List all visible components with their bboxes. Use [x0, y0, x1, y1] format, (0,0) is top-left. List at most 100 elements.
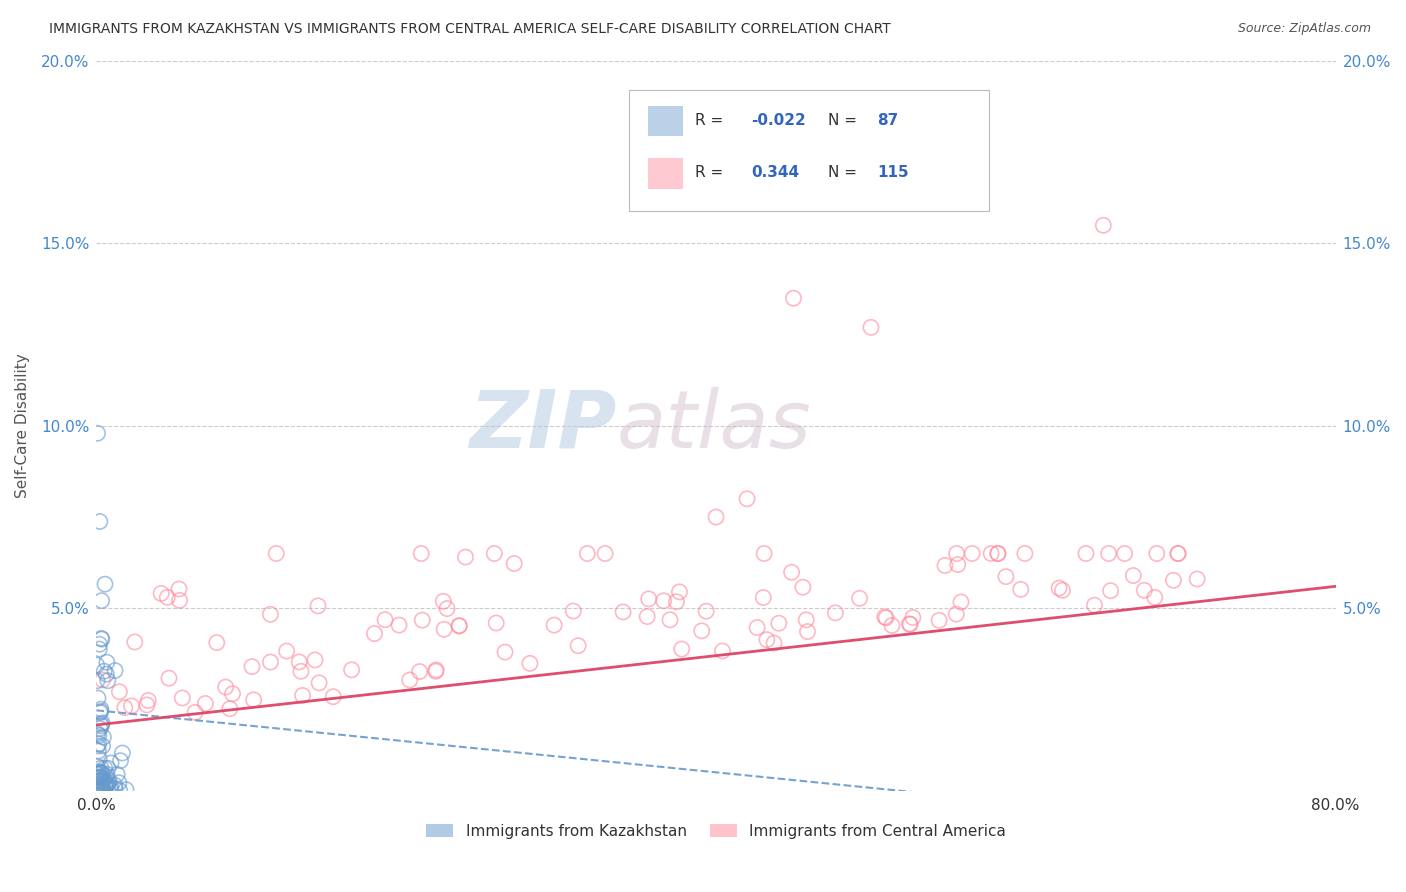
Point — [288, 655, 311, 669]
Point — [87, 773, 110, 788]
Point — [322, 690, 344, 704]
Point — [89, 766, 111, 780]
Point — [792, 580, 814, 594]
Point — [157, 671, 180, 685]
Point — [90, 632, 112, 646]
Text: IMMIGRANTS FROM KAZAKHSTAN VS IMMIGRANTS FROM CENTRAL AMERICA SELF-CARE DISABILI: IMMIGRANTS FROM KAZAKHSTAN VS IMMIGRANTS… — [49, 22, 891, 37]
Point — [94, 780, 117, 794]
Point — [485, 615, 508, 630]
Point — [398, 673, 420, 687]
Point — [934, 558, 956, 573]
Point — [813, 163, 835, 178]
Point — [94, 769, 117, 783]
Text: N =: N = — [828, 165, 856, 180]
Point — [94, 781, 117, 796]
Point — [104, 781, 127, 796]
Bar — [648, 105, 682, 136]
Point — [124, 635, 146, 649]
Bar — [648, 158, 682, 189]
Point — [89, 515, 111, 529]
Point — [100, 782, 122, 797]
Point — [928, 613, 950, 627]
Point — [612, 605, 634, 619]
Point — [259, 655, 281, 669]
Point — [276, 644, 298, 658]
Point — [91, 780, 114, 795]
Point — [291, 689, 314, 703]
Point — [86, 727, 108, 741]
Point — [89, 642, 111, 657]
Point — [1092, 219, 1115, 233]
Point — [114, 700, 136, 714]
Point — [752, 591, 775, 605]
Point — [108, 783, 131, 797]
Point — [901, 610, 924, 624]
Point — [91, 781, 114, 796]
Point — [875, 611, 897, 625]
Point — [94, 577, 117, 591]
Point — [91, 781, 114, 796]
Point — [949, 595, 972, 609]
Point — [86, 426, 108, 441]
Point — [97, 761, 120, 775]
Point — [194, 697, 217, 711]
Point — [86, 767, 108, 781]
Point — [411, 613, 433, 627]
Point — [97, 673, 120, 688]
Point — [90, 704, 112, 718]
Point — [980, 547, 1002, 561]
Point — [946, 558, 969, 572]
Point — [388, 618, 411, 632]
Point — [91, 716, 114, 731]
Point — [408, 665, 430, 679]
Point — [747, 621, 769, 635]
Point — [167, 582, 190, 596]
Point — [87, 737, 110, 751]
Point — [87, 744, 110, 758]
Text: 87: 87 — [877, 113, 898, 128]
Point — [218, 702, 240, 716]
Point — [363, 626, 385, 640]
Point — [704, 510, 727, 524]
Point — [873, 610, 896, 624]
Point — [374, 613, 396, 627]
Point — [652, 594, 675, 608]
Point — [432, 594, 454, 608]
Point — [156, 591, 179, 605]
Point — [671, 642, 693, 657]
Point — [86, 673, 108, 688]
Text: 115: 115 — [877, 165, 908, 180]
Point — [86, 770, 108, 784]
Point — [695, 604, 717, 618]
Point — [96, 776, 118, 790]
Point — [259, 607, 281, 622]
Point — [97, 781, 120, 796]
Point — [519, 657, 541, 671]
Text: -0.022: -0.022 — [751, 113, 806, 128]
Point — [994, 569, 1017, 583]
Point — [768, 616, 790, 631]
Text: ZIP: ZIP — [470, 387, 617, 465]
Point — [87, 691, 110, 706]
Point — [97, 775, 120, 789]
Point — [1167, 547, 1189, 561]
Point — [172, 690, 194, 705]
Point — [1099, 583, 1122, 598]
Point — [436, 601, 458, 615]
Point — [752, 547, 775, 561]
Point — [89, 706, 111, 720]
Point — [494, 645, 516, 659]
Point — [780, 566, 803, 580]
Point — [1163, 574, 1185, 588]
Point — [340, 663, 363, 677]
Point — [449, 618, 471, 632]
Point — [108, 775, 131, 789]
Point — [89, 770, 111, 784]
Point — [562, 604, 585, 618]
Point — [96, 767, 118, 781]
Point — [94, 777, 117, 791]
Point — [184, 706, 207, 720]
Legend: Immigrants from Kazakhstan, Immigrants from Central America: Immigrants from Kazakhstan, Immigrants f… — [420, 818, 1012, 845]
Point — [89, 782, 111, 797]
Point — [90, 632, 112, 647]
